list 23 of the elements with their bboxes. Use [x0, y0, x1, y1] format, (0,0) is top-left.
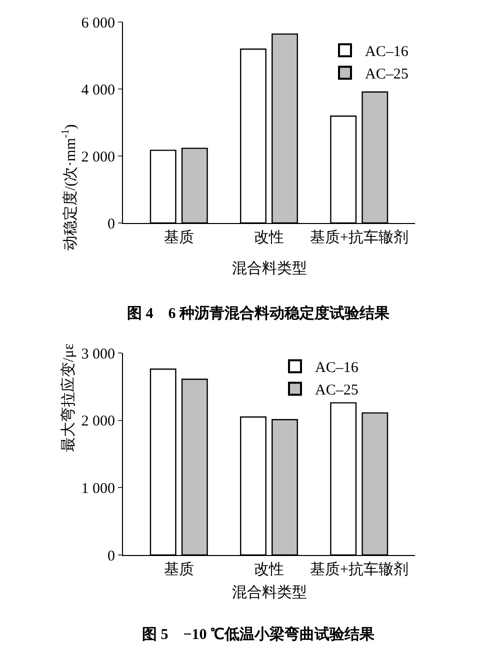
x-tick-label: 基质+抗车辙剂 [310, 229, 408, 246]
x-tick-label: 基质 [164, 561, 194, 578]
y-axis-title: 最大弯拉应变/με [60, 343, 77, 452]
text: 图 4 6 种沥青混合料动稳定度试验结果 [127, 304, 390, 322]
legend-label: AC–25 [315, 382, 358, 399]
legend-label: AC–16 [365, 44, 409, 60]
x-tick-label: 基质 [164, 229, 194, 246]
y-tick-label: 6 000 [81, 15, 115, 32]
x-axis-title: 混合料类型 [232, 260, 307, 277]
y-tick-label: 2 000 [81, 414, 115, 430]
y-tick-label: 3 000 [81, 346, 115, 362]
y-tick-label: 1 000 [81, 480, 115, 497]
legend-label: AC–16 [315, 360, 359, 376]
y-tick-label: 4 000 [81, 82, 115, 98]
legend-label: AC–25 [365, 66, 408, 83]
text: 图 5 −10 ℃低温小梁弯曲试验结果 [142, 625, 376, 643]
y-tick-label: 0 [108, 548, 115, 564]
x-tick-label: 基质+抗车辙剂 [310, 561, 408, 578]
x-axis-title: 混合料类型 [232, 584, 307, 601]
y-tick-label: 2 000 [81, 149, 115, 166]
x-tick-label: 改性 [254, 229, 284, 246]
x-tick-label: 改性 [254, 561, 284, 578]
y-tick-label: 0 [108, 216, 115, 232]
